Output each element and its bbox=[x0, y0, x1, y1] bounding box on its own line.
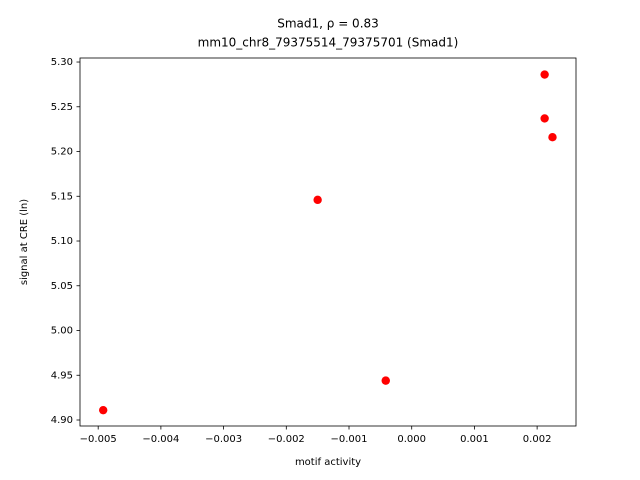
x-tick-label: −0.001 bbox=[330, 434, 367, 445]
y-tick-label: 5.05 bbox=[51, 281, 73, 292]
point bbox=[313, 195, 322, 205]
point bbox=[99, 405, 108, 415]
x-tick-label: 0.000 bbox=[397, 434, 426, 445]
plot-frame bbox=[79, 57, 577, 427]
x-tick-label: −0.002 bbox=[268, 434, 305, 445]
y-tick-label: 5.15 bbox=[51, 191, 73, 202]
y-tick-label: 4.95 bbox=[51, 370, 73, 381]
point bbox=[540, 70, 549, 79]
point bbox=[548, 133, 557, 142]
y-tick-label: 5.10 bbox=[51, 236, 73, 247]
point bbox=[540, 114, 549, 123]
y-tick-label: 5.00 bbox=[51, 326, 73, 337]
x-tick-label: −0.004 bbox=[142, 434, 179, 445]
chart-title: Smad1, ρ = 0.83 bbox=[277, 17, 379, 31]
y-tick-label: 4.90 bbox=[51, 415, 73, 426]
y-tick-label: 5.25 bbox=[51, 102, 73, 113]
x-axis-label: motif activity bbox=[295, 457, 361, 468]
y-tick-label: 5.30 bbox=[51, 57, 73, 68]
chart-subtitle: mm10_chr8_79375514_79375701 (Smad1) bbox=[198, 36, 459, 50]
x-tick-label: −0.003 bbox=[205, 434, 242, 445]
x-tick-label: −0.005 bbox=[80, 434, 117, 445]
x-tick-label: 0.001 bbox=[460, 434, 489, 445]
y-axis-label: signal at CRE (ln) bbox=[19, 199, 30, 285]
y-tick-label: 5.20 bbox=[51, 147, 73, 158]
point bbox=[381, 376, 390, 385]
x-tick-label: 0.002 bbox=[523, 434, 552, 445]
